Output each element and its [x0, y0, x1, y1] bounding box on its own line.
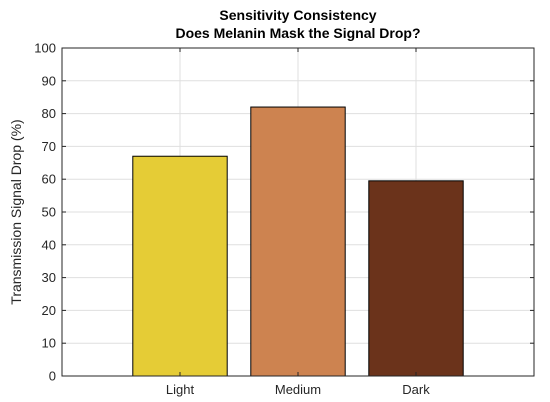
y-tick-label: 90	[42, 73, 56, 88]
chart-title: Sensitivity Consistency	[219, 7, 376, 23]
x-tick-label: Dark	[402, 382, 430, 397]
bar-medium	[250, 106, 346, 377]
x-tick-label: Medium	[275, 382, 321, 397]
x-tick-label: Light	[166, 382, 195, 397]
y-tick-label: 30	[42, 270, 56, 285]
plot-area: 0 10 20 30 40 50 60 70 80 90 100 Light Medium Dark	[34, 41, 535, 397]
y-tick-label: 100	[34, 41, 56, 56]
y-tick-label: 10	[42, 336, 56, 351]
y-axis-label: Transmission Signal Drop (%)	[8, 119, 24, 304]
bar-dark	[368, 180, 464, 377]
y-axis: 0 10 20 30 40 50 60 70 80 90 100	[34, 41, 534, 384]
y-tick-label: 50	[42, 205, 56, 220]
chart-subtitle: Does Melanin Mask the Signal Drop?	[175, 25, 420, 41]
y-tick-label: 80	[42, 106, 56, 121]
y-tick-label: 20	[42, 303, 56, 318]
bar-light	[132, 155, 228, 377]
y-tick-label: 40	[42, 237, 56, 252]
x-axis: Light Medium Dark	[166, 48, 430, 397]
y-tick-label: 60	[42, 172, 56, 187]
y-tick-label: 0	[49, 369, 56, 384]
y-tick-label: 70	[42, 139, 56, 154]
bars	[132, 106, 464, 377]
